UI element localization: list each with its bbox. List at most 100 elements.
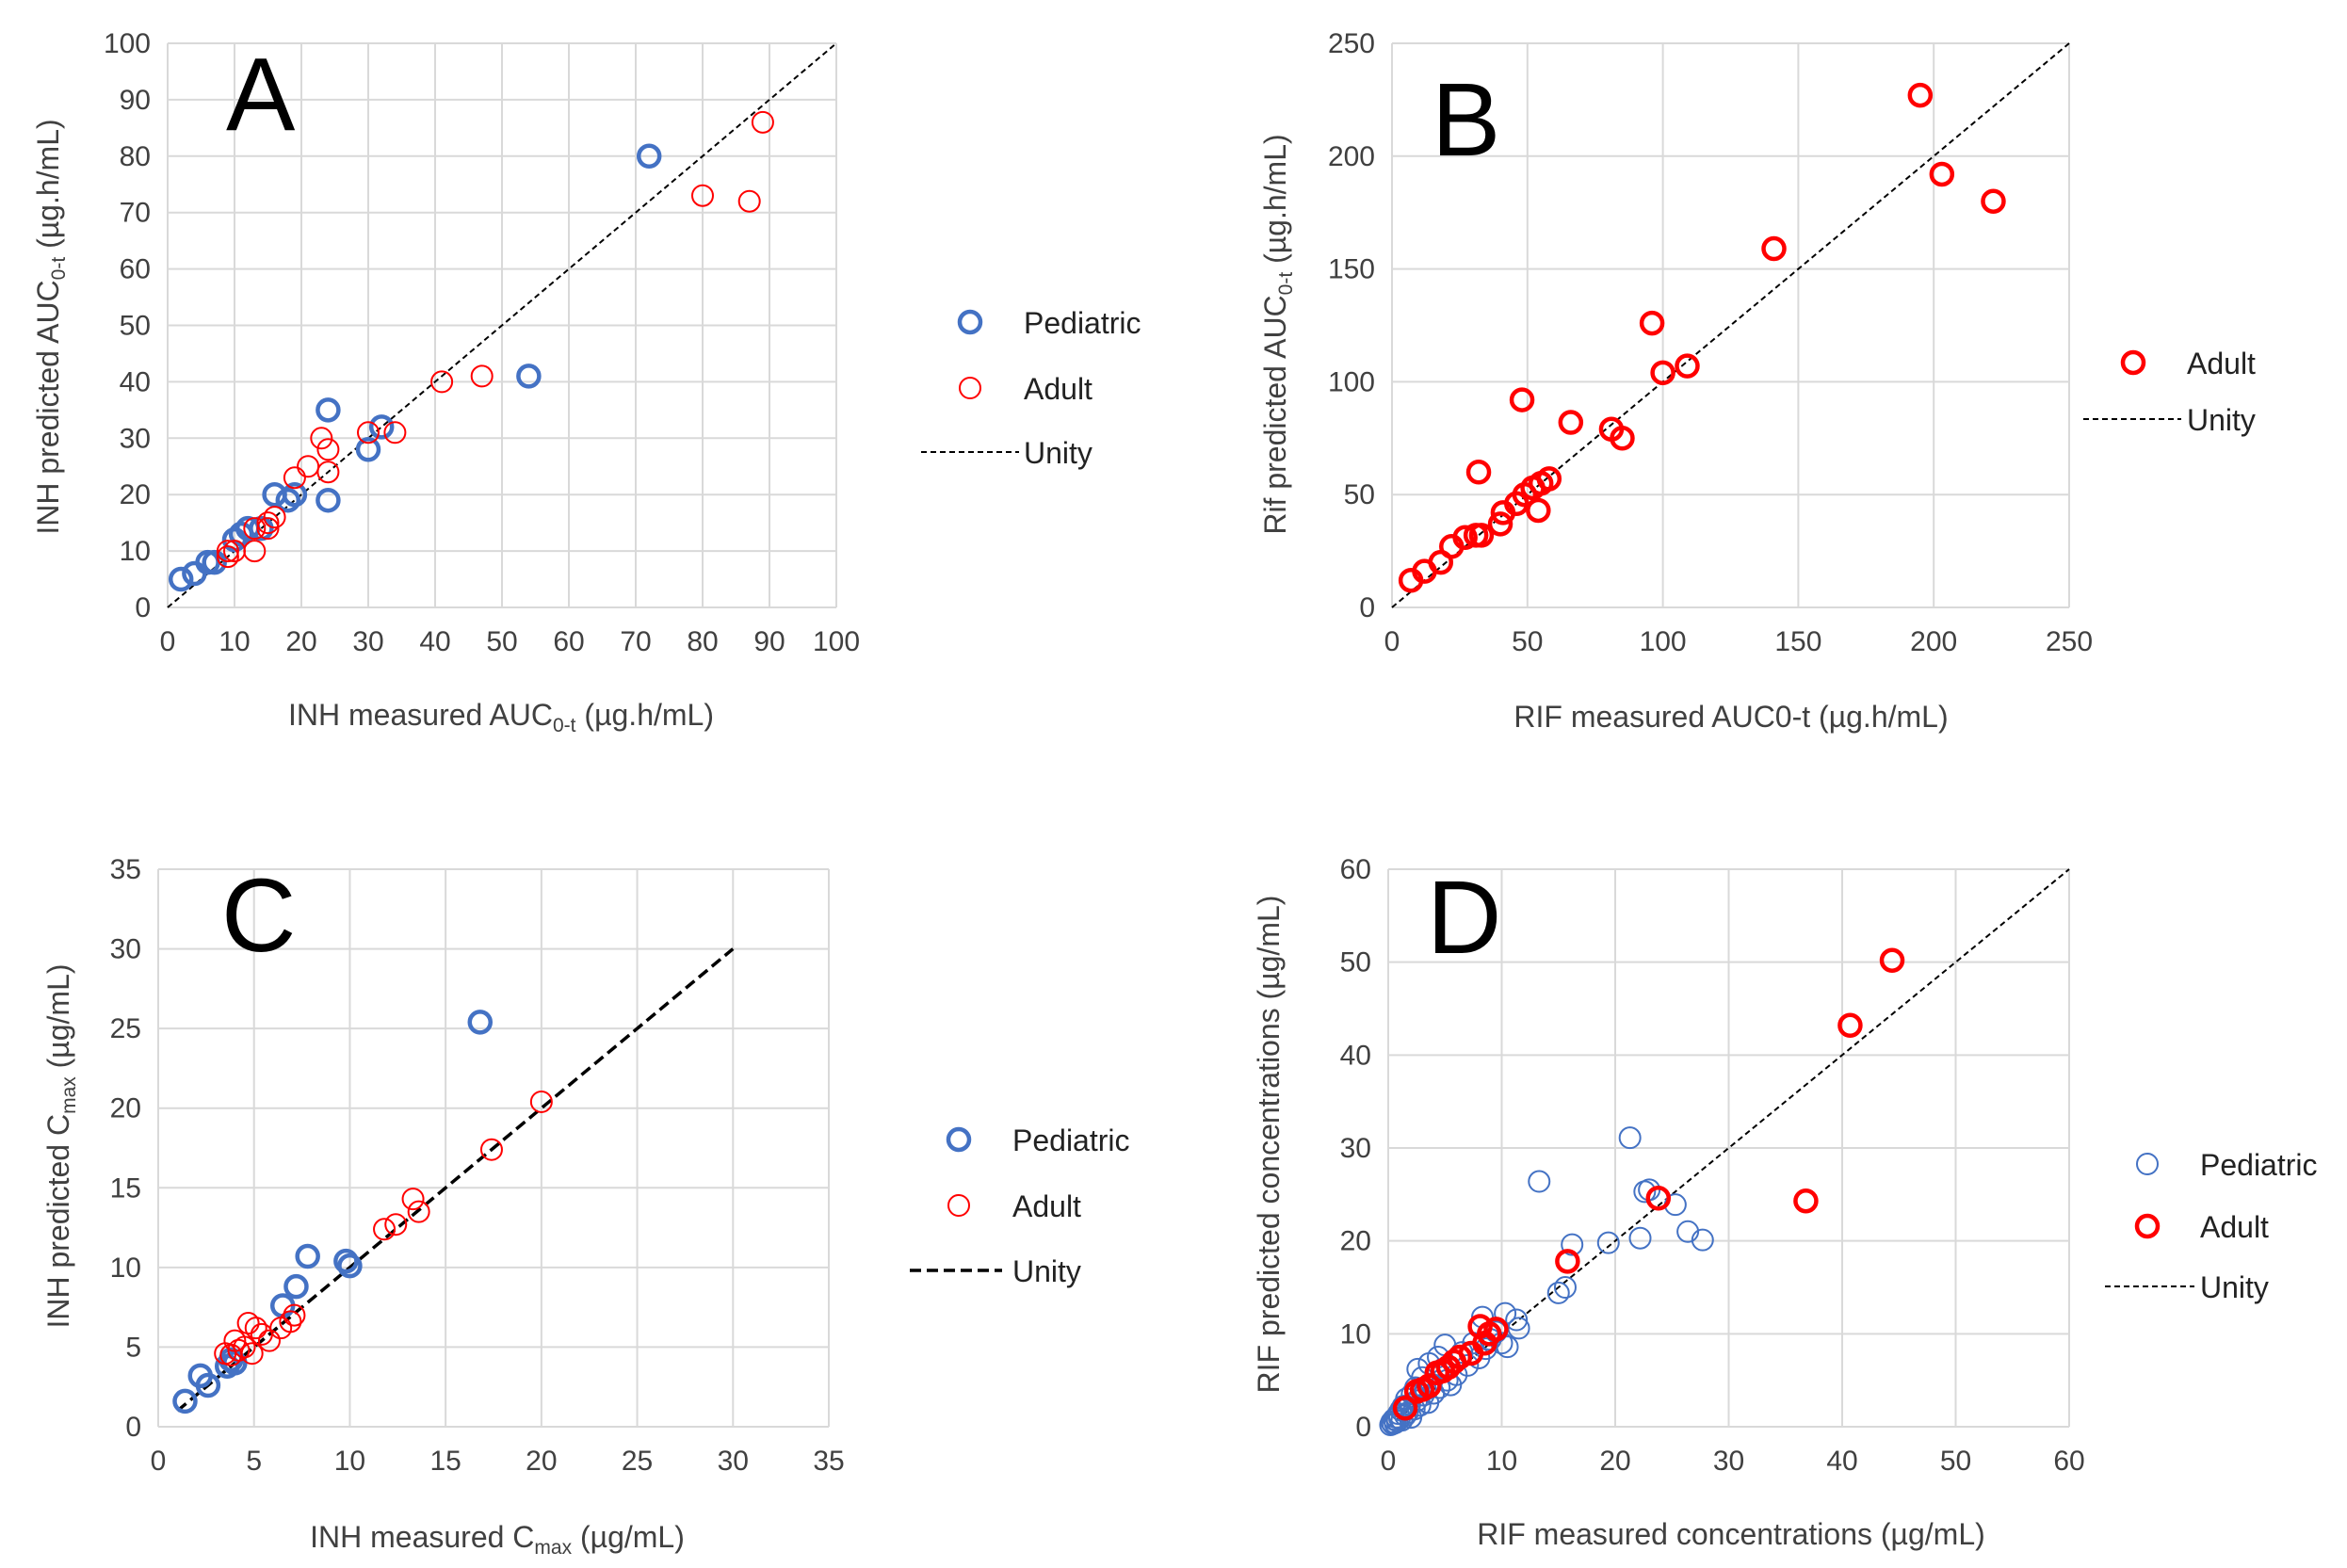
panel-d-point-pediatric — [1561, 1233, 1584, 1256]
panel-a-point-adult — [430, 370, 454, 394]
panel-c-point-adult — [529, 1090, 553, 1113]
panel-c-point-adult — [373, 1218, 397, 1241]
panel-d-ticks: 0 10 20 30 40 50 60 0 10 20 30 40 50 60 — [1340, 854, 2085, 1477]
panel-a-point-pediatric — [202, 549, 227, 575]
panel-d-ylabel: RIF predicted concentrations (µg/mL) — [1252, 896, 1286, 1394]
panel-d-point-pediatric — [1596, 1231, 1620, 1254]
panel-a-point-adult — [470, 364, 494, 388]
panel-a-xtick-label: 40 — [419, 626, 450, 657]
panel-b-ylabel-sub: 0-t — [1275, 272, 1297, 296]
panel-b-point-adult — [1509, 387, 1535, 412]
panel-c-ytick-label: 30 — [110, 934, 141, 965]
panel-a-legend-pediatric-marker — [957, 309, 983, 335]
panel-c-ytick-label: 35 — [110, 854, 141, 885]
panel-a-xlabel-unit: (µg.h/mL) — [576, 698, 714, 732]
panel-a: 0 10 20 30 40 50 60 70 80 90 100 0 10 20 30 40 50 60 70 80 9… — [31, 28, 1141, 736]
panel-a-xlabel-sub: 0-t — [553, 715, 576, 736]
panel-a-ylabel: INH predicted AUC0-t (µg.h/mL) — [31, 119, 70, 534]
panel-d-grid — [1387, 868, 2070, 1428]
panel-d-ytick-label: 0 — [1355, 1412, 1371, 1443]
panel-c-xtick-label: 5 — [246, 1446, 262, 1477]
panel-c-xlabel-sub: max — [534, 1537, 572, 1559]
panel-d-point-adult — [1793, 1188, 1819, 1214]
panel-c-point-pediatric — [283, 1273, 309, 1300]
panel-b-xtick-label: 150 — [1774, 626, 1821, 657]
panel-c-point-adult — [479, 1138, 503, 1161]
panel-a-legend-pediatric: Pediatric — [1024, 306, 1141, 340]
panel-c-point-adult — [244, 1317, 267, 1340]
panel-d-xtick-label: 0 — [1381, 1446, 1397, 1477]
panel-a-ytick-label: 0 — [135, 592, 151, 623]
panel-d-xtick-label: 60 — [2053, 1446, 2084, 1477]
panel-a-xtick-label: 70 — [620, 626, 651, 657]
panel-c-points — [172, 1010, 553, 1414]
panel-c-ytick-label: 15 — [110, 1172, 141, 1204]
panel-b-ytick-label: 0 — [1359, 592, 1375, 623]
panel-c-grid — [157, 868, 830, 1428]
panel-b-ylabel-main: Rif predicted AUC — [1258, 295, 1292, 534]
panel-b-xtick-label: 0 — [1384, 626, 1400, 657]
panel-a-legend-unity: Unity — [1024, 436, 1093, 470]
panel-a-ylabel-unit: (µg.h/mL) — [31, 119, 65, 256]
panel-d-point-adult — [1837, 1012, 1863, 1039]
panel-b-xlabel-unit: (µg.h/mL) — [1810, 700, 1948, 734]
panel-c-point-adult — [233, 1335, 256, 1359]
panel-d-legend-adult: Adult — [2200, 1210, 2269, 1244]
panel-d-point-pediatric — [1628, 1226, 1652, 1250]
panel-a-xtick-label: 80 — [687, 626, 718, 657]
panel-d-xtick-label: 40 — [1826, 1446, 1857, 1477]
panel-c-point-adult — [257, 1329, 281, 1352]
panel-d-point-adult — [1879, 947, 1905, 973]
panel-b-xlabel: RIF measured AUC0-t (µg.h/mL) — [1513, 700, 1948, 734]
panel-a-ytick-label: 20 — [120, 479, 151, 510]
panel-a-ytick-label: 40 — [120, 366, 151, 397]
panel-a-point-adult — [243, 540, 267, 563]
panel-b-ytick-label: 250 — [1328, 28, 1375, 59]
panel-b-point-adult — [1761, 235, 1787, 262]
panel-a-xlabel-main: INH measured AUC — [288, 698, 553, 732]
panel-c-point-adult — [407, 1200, 430, 1223]
panel-a-xtick-label: 100 — [813, 626, 860, 657]
panel-d-legend-pediatric: Pediatric — [2200, 1148, 2318, 1182]
panel-d-point-pediatric — [1618, 1126, 1642, 1150]
panel-c-point-pediatric — [195, 1372, 221, 1398]
panel-c-ytick-label: 20 — [110, 1093, 141, 1124]
panel-a-ylabel-main: INH predicted AUC — [31, 280, 65, 534]
panel-c-xlabel-main: INH measured C — [310, 1520, 534, 1554]
panel-c-xtick-label: 25 — [622, 1446, 653, 1477]
panel-d-point-pediatric — [1528, 1170, 1551, 1193]
panel-a-legend: Pediatric Adult Unity — [921, 306, 1141, 470]
panel-a-xtick-label: 50 — [486, 626, 517, 657]
panel-d-point-adult — [1645, 1186, 1672, 1211]
panel-a-point-adult — [283, 466, 306, 490]
panel-a-point-adult — [691, 184, 714, 207]
panel-d-point-pediatric — [1496, 1335, 1519, 1359]
panel-a-point-adult — [316, 438, 340, 461]
panel-d-xtick-label: 10 — [1486, 1446, 1517, 1477]
panel-c-point-pediatric — [337, 1253, 363, 1279]
panel-b-point-adult — [1558, 410, 1584, 435]
panel-d-ytick-label: 10 — [1340, 1318, 1371, 1350]
panel-b-points — [1398, 82, 2006, 593]
panel-a-ytick-label: 80 — [120, 141, 151, 172]
panel-b-ylabel: Rif predicted AUC0-t (µg.h/mL) — [1258, 134, 1297, 534]
panel-c-point-pediatric — [333, 1248, 359, 1274]
panel-c-ylabel: INH predicted Cmax (µg/mL) — [41, 963, 80, 1328]
panel-c-ylabel-main: INH predicted C — [41, 1114, 75, 1329]
panel-c-xtick-label: 20 — [526, 1446, 557, 1477]
panel-b-point-adult — [1675, 353, 1700, 379]
panel-c-point-adult — [227, 1338, 251, 1362]
panel-a-grid — [167, 42, 837, 608]
panel-d-xtick-label: 30 — [1713, 1446, 1744, 1477]
panel-a-xlabel: INH measured AUC0-t (µg.h/mL) — [288, 698, 714, 736]
panel-c-letter: C — [221, 858, 296, 974]
panel-d-points — [1379, 947, 1905, 1437]
panel-a-ytick-label: 30 — [120, 423, 151, 454]
panel-a-ticks: 0 10 20 30 40 50 60 70 80 90 100 0 10 20 30 40 50 60 70 80 9… — [104, 28, 860, 657]
panel-c-xtick-label: 0 — [151, 1446, 167, 1477]
panel-a-points — [168, 110, 774, 592]
panel-c-legend-adult-marker — [947, 1194, 970, 1217]
panel-a-point-adult — [243, 517, 267, 541]
panel-d-xtick-label: 50 — [1940, 1446, 1971, 1477]
panel-c-ticks: 0 5 10 15 20 25 30 35 0 5 10 15 20 25 30 35 — [110, 854, 845, 1477]
